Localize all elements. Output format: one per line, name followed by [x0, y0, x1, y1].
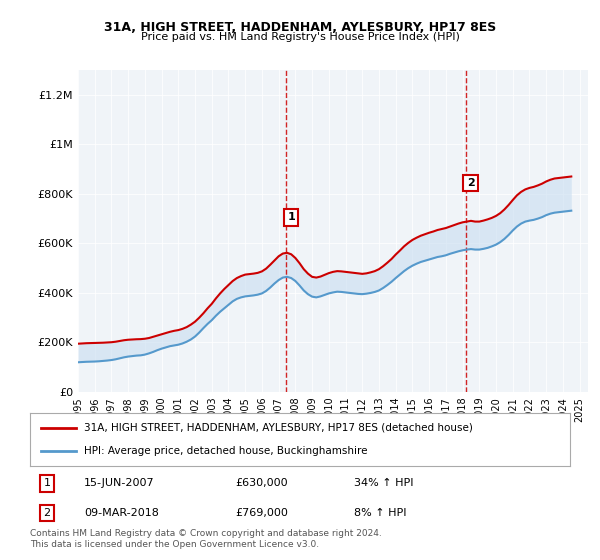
Text: HPI: Average price, detached house, Buckinghamshire: HPI: Average price, detached house, Buck…	[84, 446, 367, 456]
Text: 34% ↑ HPI: 34% ↑ HPI	[354, 478, 413, 488]
Text: Price paid vs. HM Land Registry's House Price Index (HPI): Price paid vs. HM Land Registry's House …	[140, 32, 460, 43]
Text: 1: 1	[44, 478, 50, 488]
Text: £630,000: £630,000	[235, 478, 288, 488]
Text: 2: 2	[44, 508, 50, 518]
Text: 31A, HIGH STREET, HADDENHAM, AYLESBURY, HP17 8ES (detached house): 31A, HIGH STREET, HADDENHAM, AYLESBURY, …	[84, 423, 473, 433]
Text: 15-JUN-2007: 15-JUN-2007	[84, 478, 155, 488]
Text: 09-MAR-2018: 09-MAR-2018	[84, 508, 159, 518]
Text: 2: 2	[467, 178, 475, 188]
Text: 8% ↑ HPI: 8% ↑ HPI	[354, 508, 407, 518]
Text: 31A, HIGH STREET, HADDENHAM, AYLESBURY, HP17 8ES: 31A, HIGH STREET, HADDENHAM, AYLESBURY, …	[104, 21, 496, 34]
Text: Contains HM Land Registry data © Crown copyright and database right 2024.
This d: Contains HM Land Registry data © Crown c…	[30, 529, 382, 549]
Text: 1: 1	[287, 212, 295, 222]
Text: £769,000: £769,000	[235, 508, 288, 518]
